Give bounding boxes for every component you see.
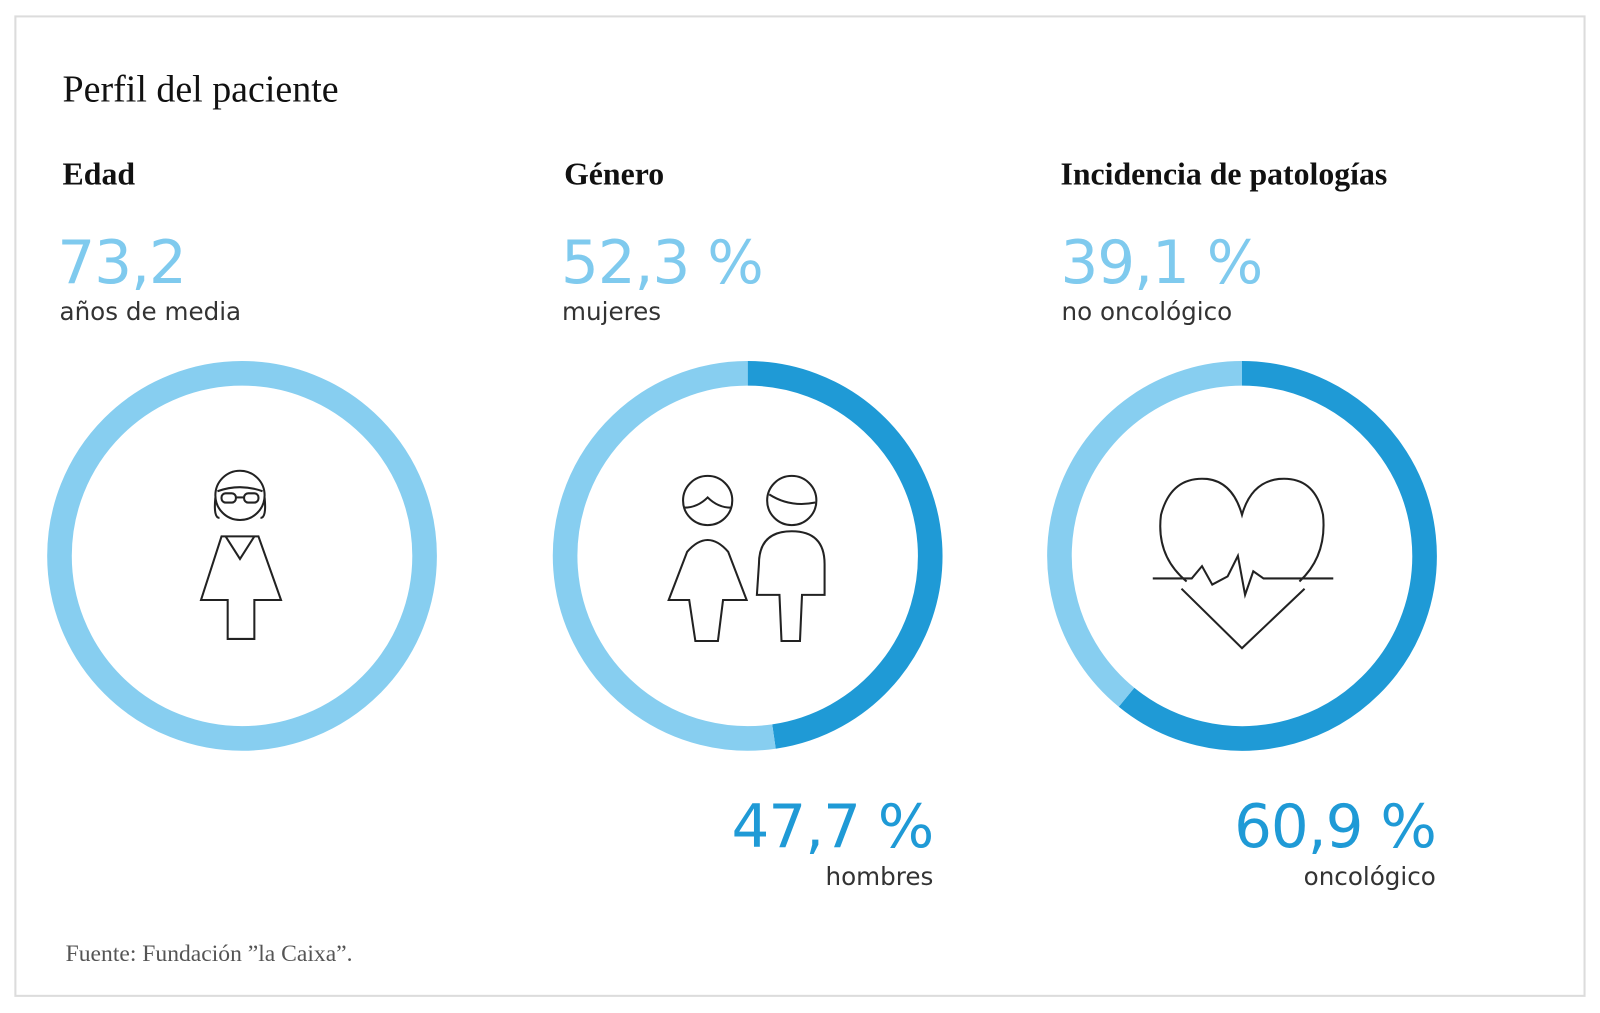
heading-patologias: Incidencia de patologías (1060, 155, 1388, 192)
heading-edad: Edad (62, 155, 136, 192)
label-hombres: hombres (825, 862, 934, 892)
woman-and-man-icon (667, 474, 826, 643)
label-oncologico: oncológico (1303, 862, 1436, 892)
value-no-oncologico: 39,1 % (1060, 227, 1263, 298)
heart-pulse-icon (1152, 477, 1334, 650)
label-no-oncologico: no oncológico (1061, 297, 1233, 327)
value-edad: 73,2 (57, 227, 186, 298)
source-note: Fuente: Fundación ”la Caixa”. (65, 940, 353, 967)
donut-genero (552, 361, 943, 751)
infographic-frame (14, 15, 1586, 997)
page-title: Perfil del paciente (62, 68, 339, 111)
donut-patologias (1047, 361, 1437, 751)
donut-slice (47, 361, 437, 751)
value-oncologico: 60,9 % (1234, 791, 1437, 862)
donut-slice-oncológico (1118, 361, 1437, 751)
donut-slice-hombres (747, 361, 943, 749)
label-mujeres: mujeres (562, 297, 662, 327)
donut-slice-mujeres (552, 361, 776, 751)
donut-edad (47, 361, 437, 751)
value-mujeres: 52,3 % (561, 227, 764, 298)
donut-slice-no-oncológico (1047, 361, 1243, 707)
label-edad: años de media (59, 297, 242, 327)
elderly-woman-icon (199, 469, 283, 640)
value-hombres: 47,7 % (731, 791, 935, 862)
heading-genero: Género (564, 155, 665, 192)
